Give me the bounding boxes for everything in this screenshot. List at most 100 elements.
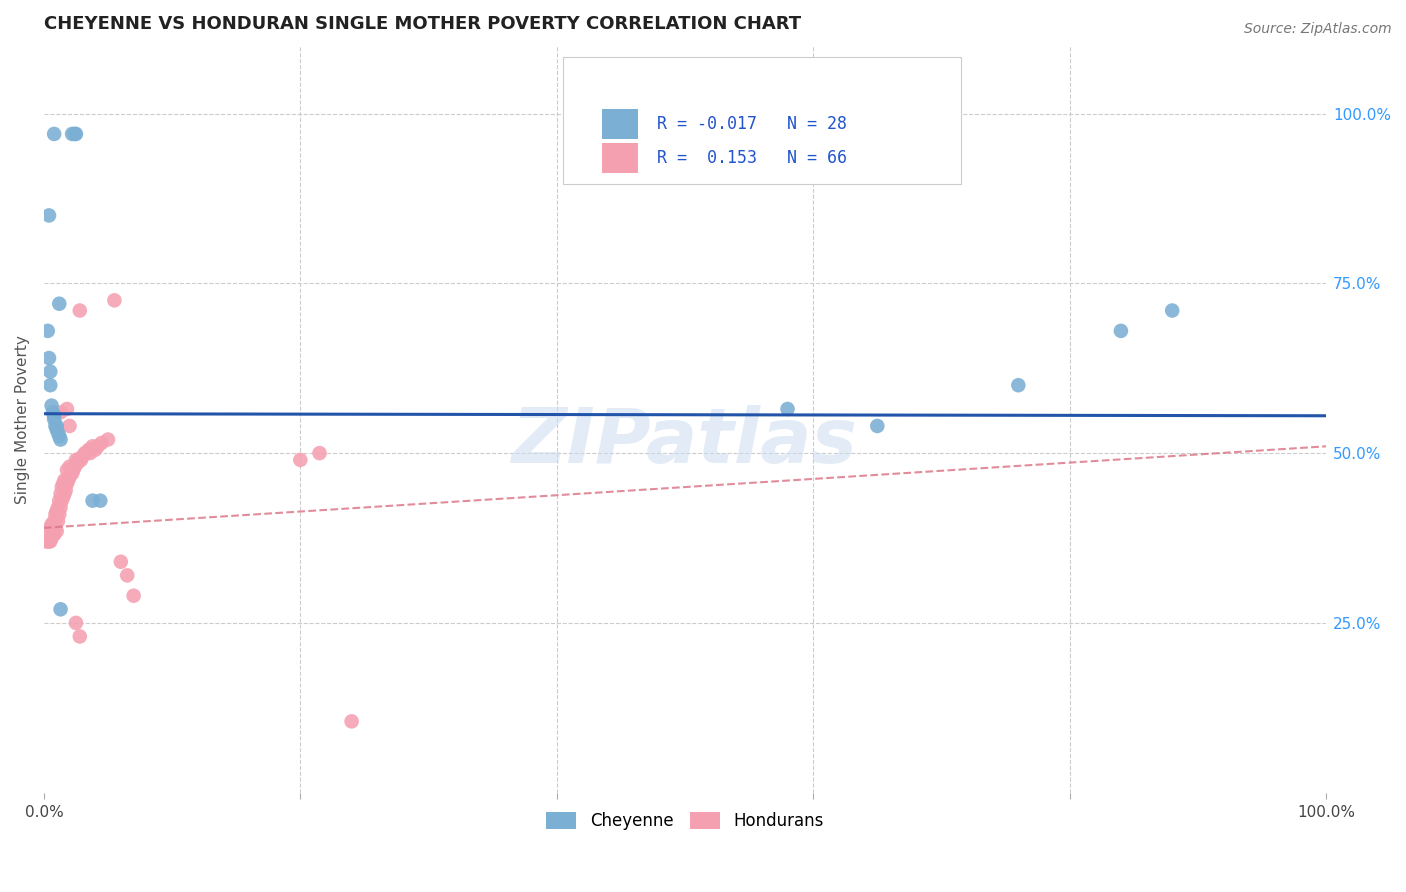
Point (39, 378, 62, 392)
Point (75, 446, 97, 460)
Point (38, 209, 60, 223)
Point (66, 456, 89, 470)
Point (44, 412, 66, 426)
Point (58, 419, 80, 434)
Point (51, 493, 73, 508)
Point (308, 446, 330, 460)
Point (41, 399, 63, 413)
Point (103, 293, 125, 308)
Point (69, 630, 91, 644)
Point (39, 365, 62, 379)
Point (60, 127, 83, 141)
Point (58, 470, 80, 484)
Point (49, 500, 72, 515)
Point (41, 531, 63, 545)
Point (49, 433, 72, 447)
Point (56, 463, 79, 477)
Point (115, 568, 138, 582)
Point (51, 480, 73, 494)
Point (79, 446, 101, 460)
Point (44, 514, 66, 528)
Point (45, 510, 67, 524)
Point (38, 351, 60, 365)
Point (63, 459, 86, 474)
Point (87, 439, 110, 453)
Point (62, 463, 84, 477)
Point (1007, 378, 1029, 392)
Point (41, 517, 63, 532)
Point (44, 527, 66, 541)
Point (67, 453, 90, 467)
Point (46, 514, 69, 528)
Point (44, 409, 66, 423)
Point (38, 534, 60, 549)
Point (49, 487, 72, 501)
Point (65, 453, 87, 467)
Point (45, 524, 67, 539)
Point (37, 534, 59, 549)
Point (866, 419, 889, 434)
Point (56, 476, 79, 491)
Point (42, 517, 65, 532)
Point (42, 527, 65, 541)
Point (84, 442, 107, 457)
Bar (602, 143, 637, 173)
Point (65, 127, 87, 141)
Point (49, 405, 72, 419)
Point (82, 493, 104, 508)
Point (45, 504, 67, 518)
Point (46, 500, 69, 515)
Point (44, 521, 66, 535)
Point (53, 487, 76, 501)
Point (45, 419, 67, 434)
Text: R =  0.153   N = 66: R = 0.153 N = 66 (657, 149, 846, 167)
Point (44, 507, 66, 521)
Point (58, 459, 80, 474)
Point (44, 127, 66, 141)
Point (73, 446, 96, 460)
Point (776, 401, 799, 416)
Point (48, 429, 70, 443)
Point (42, 405, 65, 419)
Point (52, 476, 75, 491)
Point (37, 324, 59, 338)
Point (39, 534, 62, 549)
Point (60, 467, 83, 481)
Text: Source: ZipAtlas.com: Source: ZipAtlas.com (1244, 22, 1392, 37)
Point (55, 483, 77, 498)
Point (58, 473, 80, 487)
Point (1161, 303, 1184, 318)
Point (35, 534, 58, 549)
FancyBboxPatch shape (564, 57, 960, 184)
Point (39, 521, 62, 535)
Point (59, 467, 82, 481)
Point (49, 602, 72, 616)
Legend: Cheyenne, Hondurans: Cheyenne, Hondurans (540, 805, 831, 837)
Text: CHEYENNE VS HONDURAN SINGLE MOTHER POVERTY CORRELATION CHART: CHEYENNE VS HONDURAN SINGLE MOTHER POVER… (44, 15, 801, 33)
Point (72, 450, 94, 464)
Point (52, 490, 75, 504)
Point (48, 493, 70, 508)
Point (122, 589, 145, 603)
Bar (602, 109, 637, 139)
Point (48, 296, 70, 310)
Point (89, 493, 111, 508)
Point (46, 425, 69, 440)
Point (53, 473, 76, 487)
Point (340, 714, 363, 729)
Point (77, 442, 100, 457)
Text: R = -0.017   N = 28: R = -0.017 N = 28 (657, 115, 846, 133)
Point (69, 303, 91, 318)
Point (63, 127, 86, 141)
Point (48, 507, 70, 521)
Point (82, 439, 104, 453)
Point (90, 436, 112, 450)
Point (70, 453, 93, 467)
Point (45, 422, 67, 436)
Point (65, 615, 87, 630)
Point (1109, 324, 1132, 338)
Point (39, 527, 62, 541)
Point (97, 433, 120, 447)
Point (56, 401, 79, 416)
Y-axis label: Single Mother Poverty: Single Mother Poverty (15, 334, 30, 504)
